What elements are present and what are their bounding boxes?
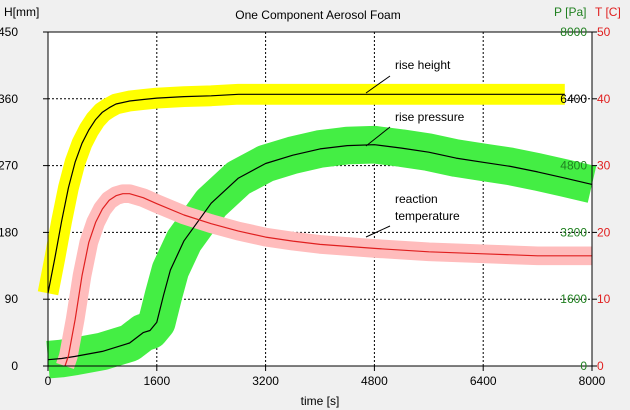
y-left-tick-label: 180 <box>0 225 18 239</box>
y-right-label: 0 <box>597 359 604 373</box>
y-pressure-tick-label: 8000 <box>560 25 587 39</box>
plot-border <box>47 31 593 367</box>
y-right-label: 20 <box>597 225 611 239</box>
y-pressure-axis-title: P [Pa] <box>554 5 586 19</box>
y-temperature-tick-label: 50 <box>597 25 611 39</box>
y-left-tick-label: 360 <box>0 92 18 106</box>
x-tick-label: 8000 <box>579 374 606 388</box>
chart-title: One Component Aerosol Foam <box>235 8 400 22</box>
annotation-leader <box>365 126 391 147</box>
y-temperature-axis-title: T [C] <box>595 5 621 19</box>
y-left-tick-label: 270 <box>0 159 18 173</box>
series-line-rise-pressure <box>47 144 593 361</box>
x-tick-label: 0 <box>45 374 52 388</box>
series-line-reaction-temperature <box>64 193 592 367</box>
x-tick-label: 3200 <box>252 374 279 388</box>
x-tick-label: 4800 <box>361 374 388 388</box>
y-right-label: 10 <box>597 292 611 306</box>
y-right-label: 30 <box>597 159 611 173</box>
annotation-leader <box>365 75 391 94</box>
annotation-label: rise height <box>395 58 451 72</box>
y-right-label: 6400 <box>560 92 587 106</box>
x-axis-title: time [s] <box>301 394 340 408</box>
y-right-label: 40 <box>597 92 611 106</box>
x-tick-label: 1600 <box>143 374 170 388</box>
y-right-label: 4800 <box>560 159 587 173</box>
y-right-label: 3200 <box>560 225 587 239</box>
annotation-label: reaction <box>395 192 438 206</box>
y-left-tick-label: 0 <box>11 359 18 373</box>
x-tick-label: 6400 <box>470 374 497 388</box>
y-left-axis-title: H[mm] <box>4 5 39 19</box>
y-right-label: 1600 <box>560 292 587 306</box>
annotation-label: rise pressure <box>395 110 465 124</box>
y-left-tick-label: 90 <box>5 292 19 306</box>
y-left-tick-label: 450 <box>0 25 18 39</box>
annotation-label: temperature <box>395 209 460 223</box>
series-line-rise-height <box>47 93 565 294</box>
y-right-label: 0 <box>580 359 587 373</box>
annotation-leader <box>365 225 391 238</box>
